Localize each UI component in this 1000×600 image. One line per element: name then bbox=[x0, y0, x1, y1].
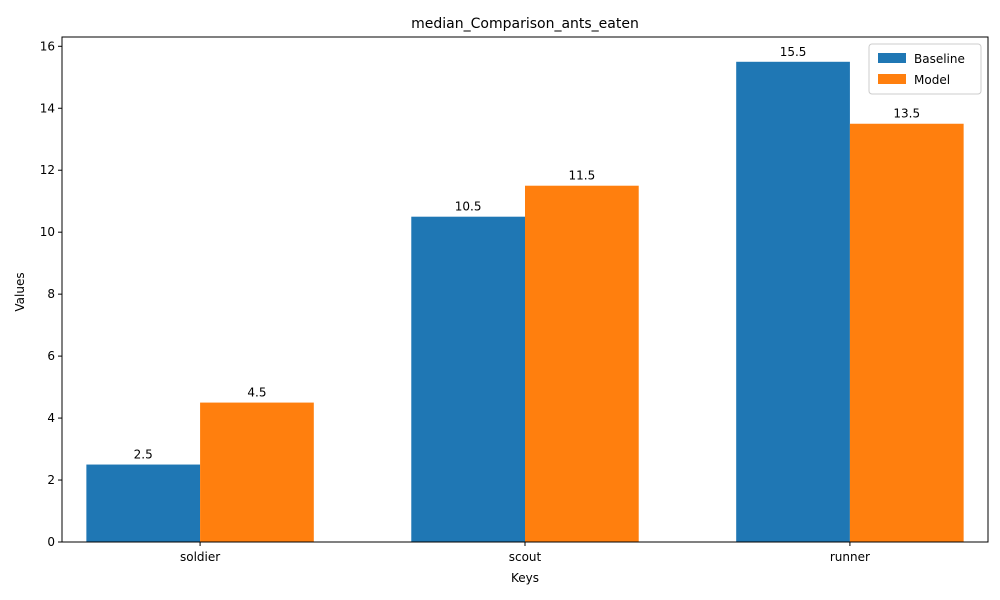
y-axis-label: Values bbox=[13, 272, 27, 311]
y-tick-label: 10 bbox=[40, 225, 55, 239]
bar-model-soldier bbox=[200, 402, 314, 542]
data-labels-group: 2.5 4.5 10.5 11.5 15.5 13.5 bbox=[134, 45, 920, 462]
bar-model-runner bbox=[849, 123, 964, 542]
bar-baseline-runner bbox=[736, 61, 850, 542]
x-axis-ticks: soldier scout runner bbox=[180, 542, 870, 564]
bar-model-scout bbox=[525, 185, 639, 542]
legend-swatch-baseline bbox=[878, 53, 906, 63]
data-label-model-scout: 11.5 bbox=[569, 169, 596, 183]
x-tick-label-soldier: soldier bbox=[180, 550, 220, 564]
legend-label-baseline: Baseline bbox=[914, 52, 965, 66]
legend-swatch-model bbox=[878, 74, 906, 84]
y-tick-label: 6 bbox=[47, 349, 55, 363]
data-label-baseline-runner: 15.5 bbox=[780, 45, 807, 59]
y-tick-label: 12 bbox=[40, 163, 55, 177]
y-tick-label: 2 bbox=[47, 473, 55, 487]
data-label-model-runner: 13.5 bbox=[893, 107, 920, 121]
y-tick-label: 4 bbox=[47, 411, 55, 425]
y-tick-label: 14 bbox=[40, 101, 55, 115]
legend-label-model: Model bbox=[914, 73, 950, 87]
x-tick-label-scout: scout bbox=[509, 550, 542, 564]
y-tick-label: 0 bbox=[47, 535, 55, 549]
data-label-baseline-soldier: 2.5 bbox=[134, 448, 153, 462]
legend: Baseline Model bbox=[868, 43, 982, 95]
x-axis-label: Keys bbox=[511, 571, 539, 585]
y-axis-ticks: 0 2 4 6 8 10 12 14 16 bbox=[40, 39, 62, 549]
y-tick-label: 8 bbox=[47, 287, 55, 301]
chart-title: median_Comparison_ants_eaten bbox=[411, 16, 639, 32]
bar-baseline-soldier bbox=[86, 464, 201, 542]
data-label-baseline-scout: 10.5 bbox=[455, 200, 482, 214]
bar-baseline-scout bbox=[411, 216, 525, 543]
x-tick-label-runner: runner bbox=[830, 550, 870, 564]
y-tick-label: 16 bbox=[40, 39, 55, 53]
data-label-model-soldier: 4.5 bbox=[247, 386, 266, 400]
bars-group bbox=[86, 61, 964, 543]
